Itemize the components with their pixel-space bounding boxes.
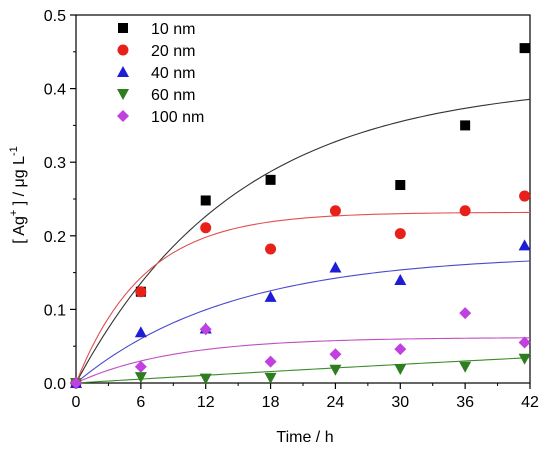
- y-axis-title-sup: +: [8, 210, 20, 216]
- data-point: [200, 222, 212, 234]
- series-60-nm: [70, 353, 531, 389]
- x-tick-label: 24: [327, 394, 345, 411]
- data-point: [199, 373, 212, 385]
- data-point: [459, 361, 472, 373]
- fit-curves: [75, 98, 531, 384]
- data-point: [329, 205, 341, 217]
- x-tick-label: 42: [521, 394, 539, 411]
- y-axis: 0.0 0.1 0.2 0.3 0.4 0.5: [44, 8, 76, 393]
- x-axis: 0 6 12 18 24 30 36 42: [72, 383, 539, 411]
- legend-label: 40 nm: [151, 65, 195, 82]
- legend: 10 nm 20 nm 40 nm 60 nm 100 nm: [117, 21, 204, 126]
- data-point: [265, 174, 276, 185]
- data-point: [134, 326, 147, 338]
- data-point: [519, 190, 531, 202]
- data-point: [329, 364, 342, 376]
- legend-marker: [117, 89, 129, 100]
- data-point: [459, 307, 472, 320]
- data-point: [518, 353, 531, 365]
- y-tick-label: 0.4: [44, 82, 66, 99]
- data-point: [135, 286, 147, 298]
- x-tick-label: 0: [72, 394, 81, 411]
- data-point: [519, 43, 530, 54]
- data-point: [264, 372, 277, 384]
- data-point: [265, 243, 277, 255]
- fit-curve-40-nm: [75, 260, 531, 384]
- fit-curve-10-nm: [75, 98, 531, 384]
- x-tick-label: 12: [197, 394, 215, 411]
- data-point: [394, 364, 407, 376]
- series-20-nm: [70, 190, 531, 389]
- data-point: [459, 205, 471, 217]
- data-point: [199, 323, 212, 336]
- plot-frame: [75, 14, 531, 384]
- data-points: [70, 43, 531, 389]
- y-axis-title-mid: ] / μg L: [11, 156, 28, 210]
- legend-entry: 10 nm: [118, 21, 195, 38]
- y-tick-label: 0.3: [44, 155, 66, 172]
- legend-label: 60 nm: [151, 87, 195, 104]
- legend-label: 20 nm: [151, 43, 195, 60]
- legend-label: 10 nm: [151, 21, 195, 38]
- data-point: [134, 360, 147, 373]
- data-point: [329, 261, 342, 273]
- data-point: [329, 348, 342, 361]
- legend-marker: [118, 23, 128, 33]
- data-point: [394, 273, 407, 285]
- y-axis-title-sup2: -1: [8, 146, 20, 156]
- fit-curve-60-nm: [75, 357, 531, 384]
- data-point: [70, 377, 82, 389]
- legend-marker: [117, 44, 129, 56]
- plot-border: [75, 14, 531, 384]
- data-point: [394, 228, 406, 240]
- data-point: [394, 343, 407, 356]
- y-axis-title: [ Ag+ ] / μg L-1: [8, 146, 28, 243]
- x-tick-label: 6: [136, 394, 145, 411]
- y-tick-label: 0.0: [44, 376, 66, 393]
- data-point: [460, 120, 471, 131]
- x-tick-label: 36: [456, 394, 474, 411]
- legend-marker: [117, 66, 129, 77]
- data-point: [200, 195, 211, 206]
- legend-entry: 20 nm: [117, 43, 195, 60]
- series-100-nm: [70, 307, 531, 389]
- y-tick-label: 0.5: [44, 8, 66, 25]
- data-point: [264, 290, 277, 302]
- x-tick-label: 30: [391, 394, 409, 411]
- data-point: [134, 372, 147, 384]
- legend-entry: 100 nm: [117, 109, 204, 126]
- legend-entry: 60 nm: [117, 87, 195, 104]
- legend-marker: [117, 110, 129, 122]
- data-point: [518, 239, 531, 251]
- data-point: [518, 336, 531, 349]
- y-axis-title-open: [ Ag: [11, 216, 28, 244]
- y-tick-label: 0.2: [44, 229, 66, 246]
- fit-curve-100-nm: [75, 337, 531, 384]
- legend-entry: 40 nm: [117, 65, 195, 82]
- data-point: [395, 180, 406, 191]
- data-point: [264, 355, 277, 368]
- x-tick-label: 18: [262, 394, 280, 411]
- x-axis-title: Time / h: [276, 429, 333, 446]
- y-tick-label: 0.1: [44, 302, 66, 319]
- fit-curve-20-nm: [75, 211, 531, 384]
- legend-label: 100 nm: [151, 109, 204, 126]
